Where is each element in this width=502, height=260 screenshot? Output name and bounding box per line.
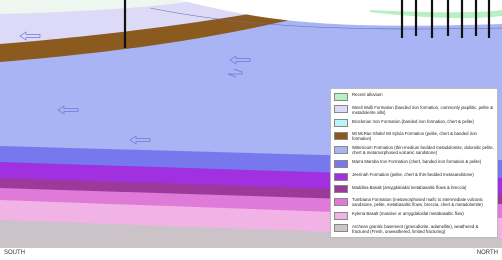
- legend-swatch: [334, 119, 348, 127]
- legend-item: Weeli Wolli Formation (banded iron forma…: [334, 105, 494, 115]
- legend-swatch: [334, 224, 348, 232]
- legend-swatch: [334, 198, 348, 206]
- south-label: SOUTH: [4, 250, 25, 256]
- legend-swatch: [334, 132, 348, 140]
- legend-label: Jeerinah Formation (pelite, chert & thin…: [352, 172, 474, 177]
- legend-label: Mt McRae Shale/ Mt Sylvia Formation (pel…: [352, 131, 494, 141]
- legend-label: Archean granitic basement (granodiorite,…: [352, 224, 494, 234]
- legend-label: Weeli Wolli Formation (banded iron forma…: [352, 105, 494, 115]
- legend-item: Recent alluvium: [334, 92, 494, 101]
- legend-swatch: [334, 173, 348, 181]
- legend-item: Marra Mamba Iron Formation (chert, bande…: [334, 159, 494, 168]
- legend-label: Wittenoom Formation (thin-medium bedded …: [352, 145, 494, 155]
- legend-item: Mt McRae Shale/ Mt Sylvia Formation (pel…: [334, 131, 494, 141]
- north-label: NORTH: [477, 250, 498, 256]
- legend-label: Brockman Iron Formation (banded iron for…: [352, 119, 474, 124]
- legend-swatch: [334, 160, 348, 168]
- legend-label: Recent alluvium: [352, 92, 383, 97]
- legend-label: Maddina Basalt (amygdaloidal metabasalti…: [352, 185, 466, 190]
- legend-swatch: [334, 105, 348, 113]
- legend-item: Wittenoom Formation (thin-medium bedded …: [334, 145, 494, 155]
- legend-item: Kylena Basalt (massive or amygdaloidal m…: [334, 211, 494, 220]
- legend-item: Brockman Iron Formation (banded iron for…: [334, 119, 494, 128]
- legend-label: Marra Mamba Iron Formation (chert, bande…: [352, 159, 481, 164]
- legend-swatch: [334, 146, 348, 154]
- legend-swatch: [334, 185, 348, 193]
- legend: Recent alluvium Weeli Wolli Formation (ba…: [330, 88, 498, 238]
- legend-item: Jeerinah Formation (pelite, chert & thin…: [334, 172, 494, 181]
- cross-section-page: Recent alluvium Weeli Wolli Formation (ba…: [0, 0, 502, 260]
- legend-item: Maddina Basalt (amygdaloidal metabasalti…: [334, 185, 494, 194]
- legend-swatch: [334, 212, 348, 220]
- legend-label: Tumbiana Formation (metamorphosed mafic …: [352, 197, 494, 207]
- legend-item: Archean granitic basement (granodiorite,…: [334, 224, 494, 234]
- legend-item: Tumbiana Formation (metamorphosed mafic …: [334, 197, 494, 207]
- legend-swatch: [334, 93, 348, 101]
- legend-label: Kylena Basalt (massive or amygdaloidal m…: [352, 211, 464, 216]
